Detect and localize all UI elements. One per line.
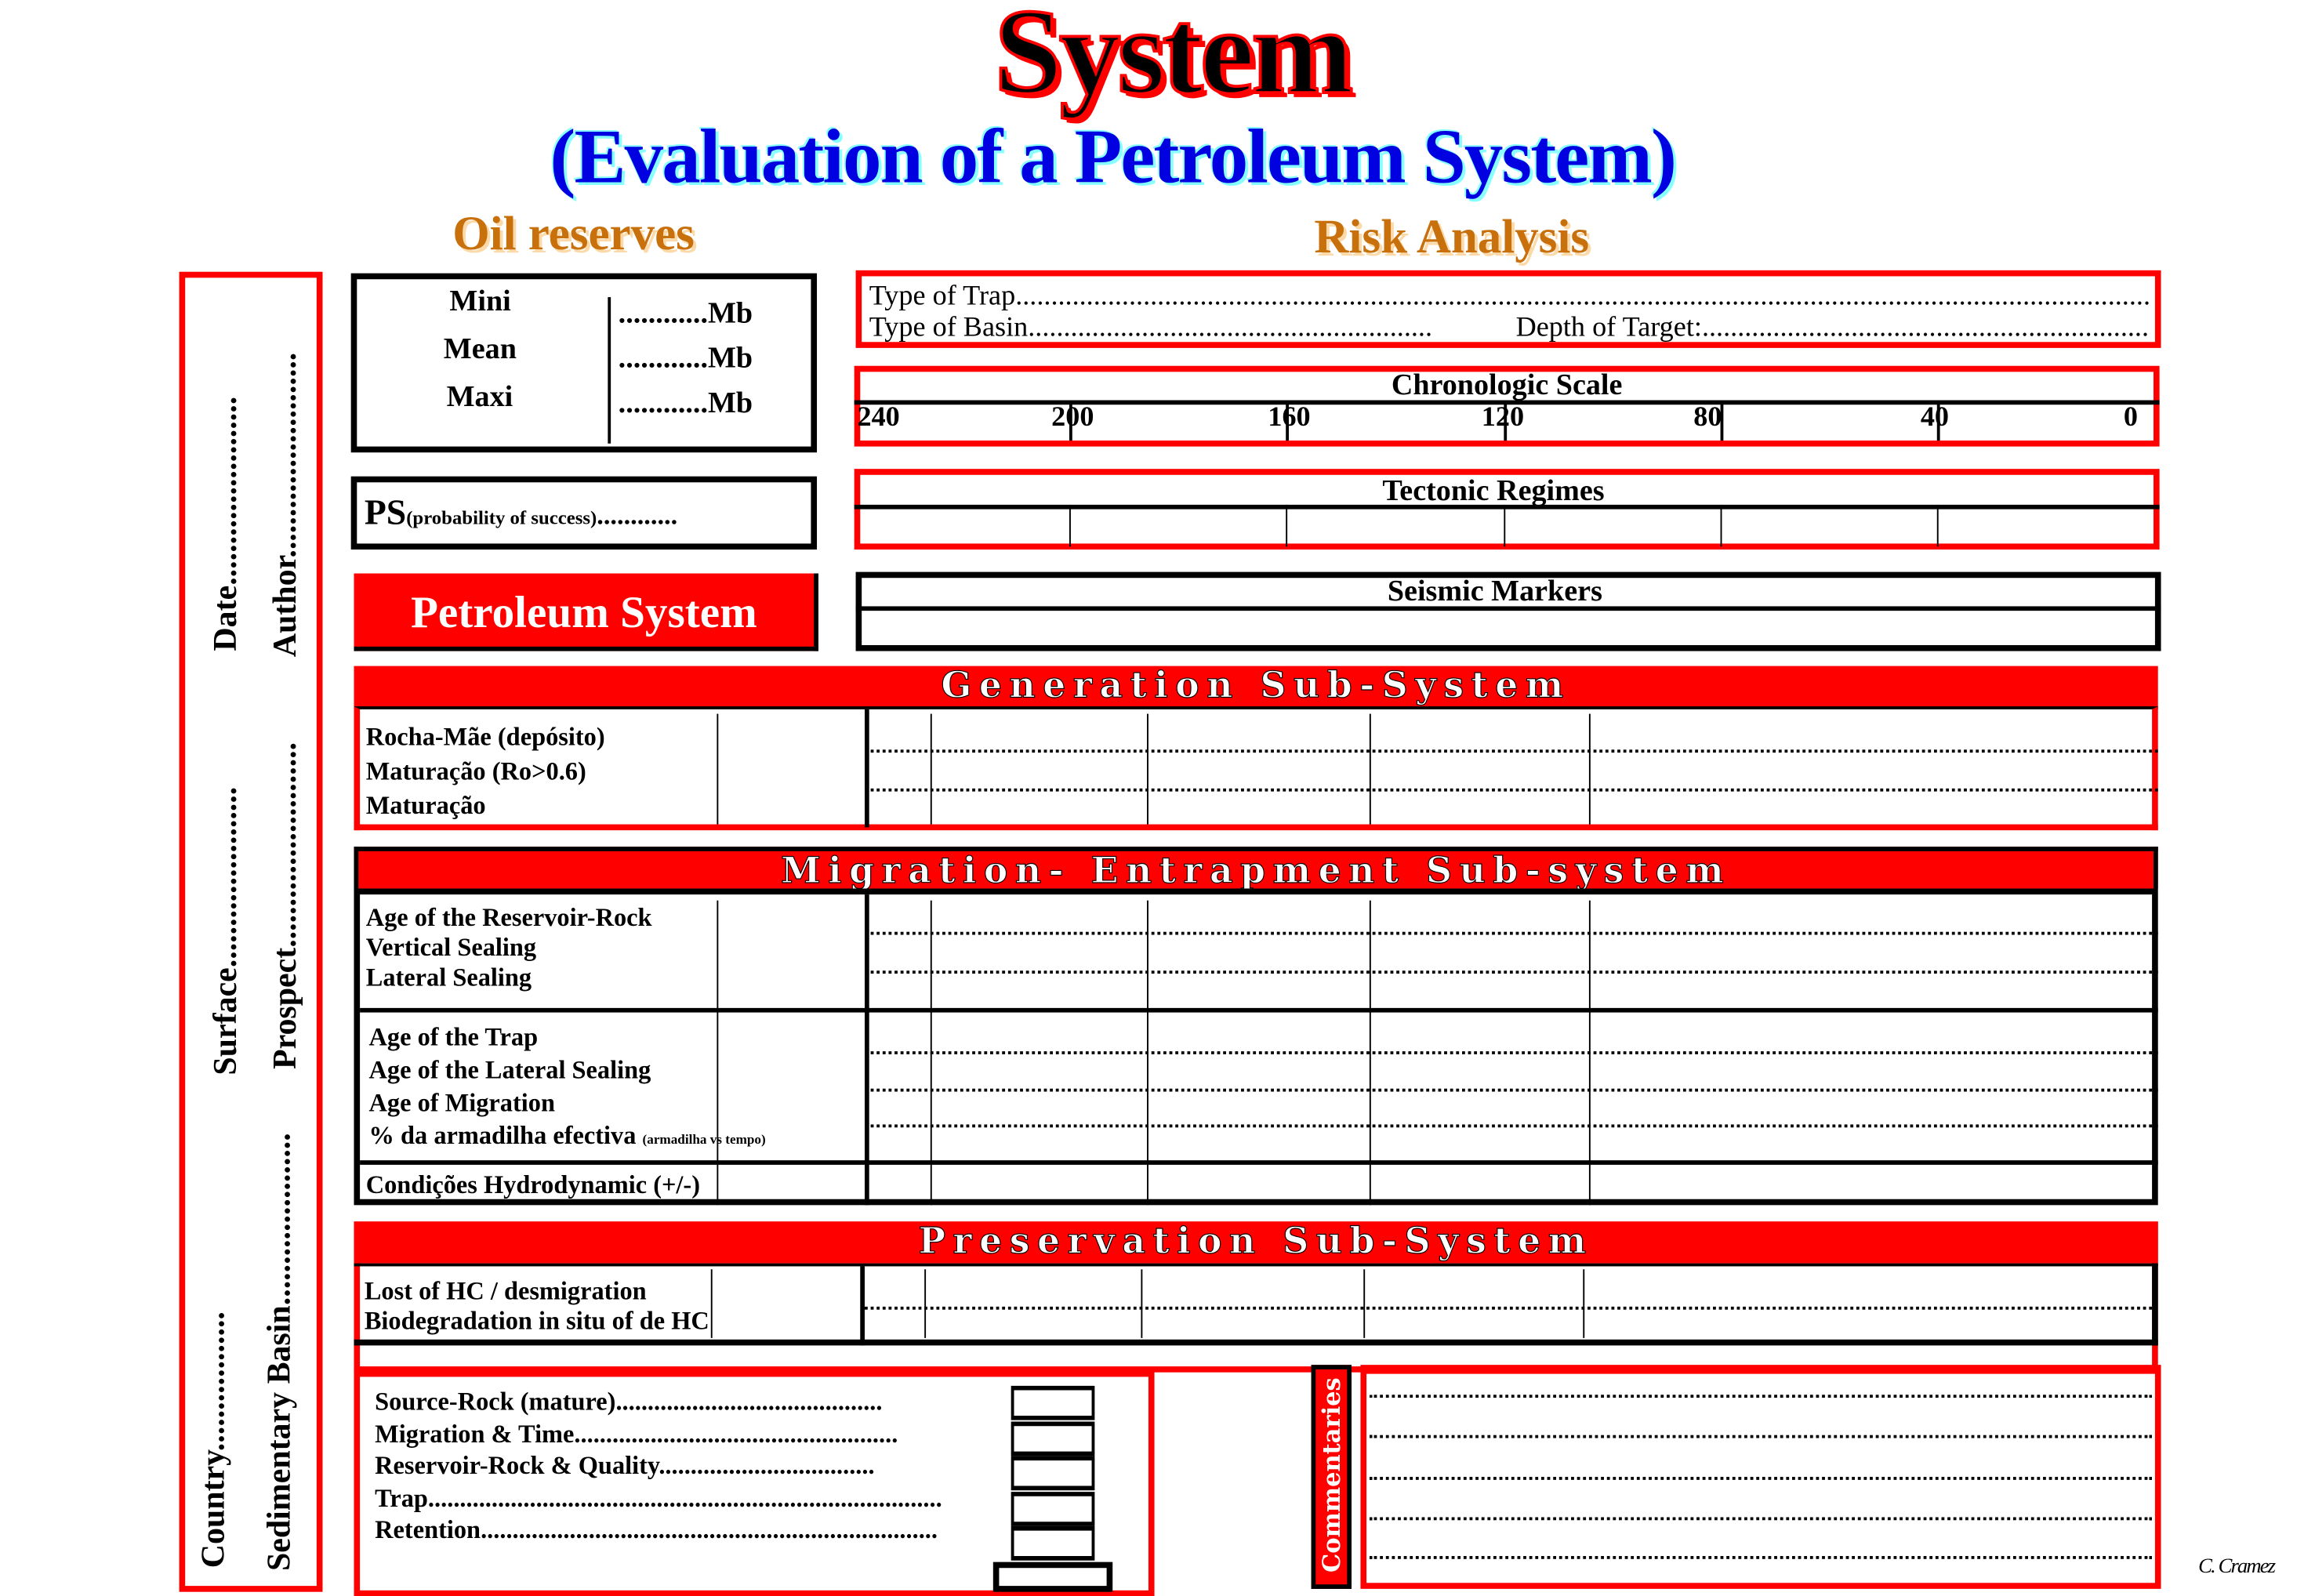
generation-section: Rocha-Mãe (depósito) Maturação (Ro>0.6) …	[354, 706, 2158, 831]
migration-row: Vertical Sealing	[365, 933, 537, 962]
grid-divider	[1504, 504, 1506, 547]
migration-row: Lateral Sealing	[365, 963, 532, 992]
page-title: System	[992, 0, 1355, 121]
generation-header: Generation Sub-System	[354, 665, 2158, 708]
grid-divider	[1588, 900, 1591, 1206]
depth-of-target-field[interactable]: Depth of Target:........................…	[1515, 312, 2150, 344]
author-credit: C. Cramez	[2198, 1556, 2276, 1579]
mini-value[interactable]: ............Mb	[618, 297, 753, 331]
grid-divider	[1369, 713, 1371, 825]
risk-factor-label: Trap....................................…	[375, 1483, 942, 1512]
preservation-section: Lost of HC / desmigration Biodegradation…	[354, 1263, 2158, 1346]
preservation-row: Biodegradation in situ of de HC	[364, 1306, 709, 1336]
risk-factor-score-box[interactable]	[1011, 1385, 1095, 1420]
grid-divider	[1286, 504, 1288, 547]
grid-divider	[710, 1269, 713, 1338]
preservation-header: Preservation Sub-System	[354, 1221, 2158, 1264]
type-of-basin-field[interactable]: Type of Basin...........................…	[869, 312, 1433, 344]
risk-factor-label: Migration & Time........................…	[375, 1419, 898, 1448]
chronologic-tick-label: 160	[1268, 401, 1311, 433]
ps-box: PS(probability of success)............	[350, 476, 818, 550]
maxi-value[interactable]: ............Mb	[618, 386, 753, 420]
chronologic-tick-label: 200	[1051, 401, 1094, 433]
preservation-row: Lost of HC / desmigration	[364, 1276, 647, 1305]
risk-factor-label: Source-Rock (mature)....................…	[375, 1387, 883, 1416]
type-of-trap-field[interactable]: Type of Trap............................…	[869, 281, 2151, 313]
risk-factor-score-box[interactable]	[1011, 1491, 1095, 1525]
chronologic-tick	[1286, 401, 1290, 441]
risk-factors-box: Source-Rock (mature)....................…	[354, 1370, 1155, 1596]
petroleum-system-banner: Petroleum System	[354, 573, 818, 651]
chronologic-tick-label: 120	[1481, 401, 1525, 433]
risk-factor-label: Retention...............................…	[375, 1515, 938, 1544]
grid-divider	[1147, 713, 1148, 825]
grid-divider	[1147, 900, 1148, 1206]
migration-row: % da armadilha efectiva (armadilha vs te…	[368, 1121, 766, 1150]
grid-divider	[1363, 1269, 1366, 1338]
grid-divider	[1369, 900, 1371, 1206]
side-panel: Date....................... Surface.....…	[179, 271, 323, 1592]
author-field[interactable]: Author.........................	[266, 352, 303, 658]
chronologic-tick-label: 40	[1920, 401, 1950, 433]
migration-row: Age of the Reservoir-Rock	[365, 903, 652, 932]
risk-factor-score-box[interactable]	[1011, 1420, 1095, 1456]
risk-factor-label: Reservoir-Rock & Quality................…	[375, 1451, 875, 1480]
tectonic-regimes: Tectonic Regimes	[854, 469, 2160, 550]
mini-label: Mini	[449, 285, 511, 318]
chronologic-tick	[1936, 401, 1940, 441]
grid-divider	[1069, 504, 1071, 547]
generation-row: Rocha-Mãe (depósito)	[365, 723, 605, 752]
page-subtitle: (Evaluation of a Petroleum System)	[550, 114, 1677, 201]
total-score-box[interactable]	[992, 1562, 1113, 1592]
mean-value[interactable]: ............Mb	[618, 342, 753, 375]
commentaries-label: Commentaries	[1317, 1377, 1346, 1572]
risk-factor-score-box[interactable]	[1011, 1456, 1095, 1491]
grid-divider	[1583, 1269, 1585, 1338]
chronologic-tick	[1069, 401, 1072, 441]
chronologic-tick-label: 80	[1693, 401, 1722, 433]
trap-box: Type of Trap............................…	[855, 270, 2161, 348]
country-field[interactable]: Country.................	[194, 1311, 232, 1569]
date-field[interactable]: Date.......................	[205, 396, 244, 651]
seismic-markers: Seismic Markers	[855, 571, 2161, 651]
grid-divider	[930, 713, 932, 825]
migration-header: Migration- Entrapment Sub-system	[354, 847, 2158, 890]
commentaries-box[interactable]	[1360, 1365, 2161, 1589]
chronologic-tick-label: 240	[857, 401, 900, 433]
chronologic-tick	[1720, 401, 1724, 441]
grid-divider	[924, 1269, 927, 1338]
ps-label: PS(probability of success)............	[364, 494, 678, 534]
chronologic-tick	[1504, 401, 1508, 441]
chronologic-tick-label: 0	[2123, 401, 2139, 433]
grid-divider	[1141, 1269, 1143, 1338]
tectonic-regimes-title: Tectonic Regimes	[1382, 474, 1605, 508]
migration-section: Age of the Reservoir-Rock Vertical Seali…	[354, 888, 2158, 1206]
hydrodynamic-row: Condições Hydrodynamic (+/-)	[365, 1170, 700, 1199]
grid-divider	[1936, 504, 1939, 547]
commentaries-tab: Commentaries	[1311, 1365, 1352, 1589]
oil-reserves-heading: Oil reserves	[452, 205, 695, 260]
oil-reserves-box: Mini Mean Maxi ............Mb ..........…	[350, 273, 818, 453]
grid-divider	[930, 900, 932, 1206]
mean-label: Mean	[443, 332, 517, 366]
chronologic-scale: Chronologic Scale 240 200 160 120 80 40 0	[854, 365, 2160, 447]
generation-row: Maturação (Ro>0.6)	[365, 756, 586, 786]
grid-divider	[717, 900, 719, 1206]
migration-row: Age of the Lateral Sealing	[368, 1055, 651, 1085]
prospect-field[interactable]: Prospect.........................	[266, 742, 303, 1069]
chronologic-scale-title: Chronologic Scale	[1391, 368, 1623, 402]
migration-row: Age of Migration	[368, 1088, 555, 1117]
risk-analysis-heading: Risk Analysis	[1314, 209, 1590, 263]
generation-row: Maturação	[365, 791, 486, 820]
grid-divider	[717, 713, 719, 825]
surface-field[interactable]: Surface......................	[205, 786, 244, 1075]
risk-factor-score-box[interactable]	[1011, 1525, 1095, 1561]
grid-divider	[1588, 713, 1591, 825]
maxi-label: Maxi	[446, 380, 513, 414]
migration-row: Age of the Trap	[368, 1022, 539, 1052]
seismic-markers-title: Seismic Markers	[1387, 575, 1602, 608]
sedimentary-basin-field[interactable]: Sedimentary Basin.....................	[259, 1133, 298, 1572]
grid-divider	[1720, 504, 1722, 547]
